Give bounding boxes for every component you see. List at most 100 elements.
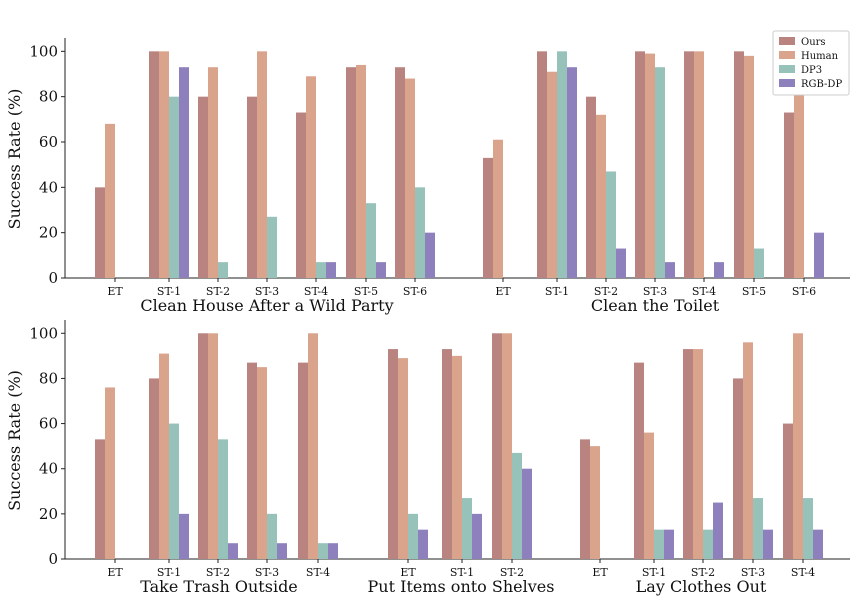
y-axis-label: Success Rate (%) [5,89,24,230]
bar-dp3 [218,262,228,278]
bar-ours [388,349,398,559]
bar-rgb-dp [763,529,773,559]
bar-human [159,353,169,559]
legend-swatch [779,37,795,45]
bar-dp3 [654,529,664,559]
y-tick-label: 100 [29,324,58,342]
legend-label: DP3 [801,65,822,76]
bar-human [502,333,512,559]
bar-human [257,51,267,279]
x-tick-label: ST-1 [450,566,474,579]
bar-ours [198,333,208,559]
bar-dp3 [267,513,277,559]
x-tick-label: ET [495,285,511,298]
task-title: Clean House After a Wild Party [140,296,393,315]
x-tick-label: ET [107,285,123,298]
bar-ours [733,378,743,559]
x-tick-label: ST-3 [643,285,667,298]
bar-ours [783,423,793,559]
bar-rgb-dp [522,468,532,559]
legend-swatch [779,51,795,59]
x-tick-label: ST-5 [354,285,378,298]
x-tick-label: ST-5 [742,285,766,298]
bar-rgb-dp [664,529,674,559]
bar-human [743,342,753,559]
bar-ours [683,349,693,559]
bar-dp3 [754,248,764,278]
bar-human [208,67,218,278]
bar-ours [684,51,694,279]
x-tick-label: ST-2 [594,285,618,298]
legend-label: Human [801,51,839,62]
bar-human [793,333,803,559]
bar-human [405,78,415,279]
bar-rgb-dp [425,232,435,278]
bar-rgb-dp [277,543,287,559]
x-tick-label: ST-2 [500,566,524,579]
bar-ours [95,439,105,559]
bar-dp3 [366,203,376,278]
x-tick-label: ST-6 [403,285,427,298]
bar-human [493,139,503,278]
y-tick-label: 100 [29,42,58,60]
legend-label: Ours [801,37,826,48]
bar-rgb-dp [376,262,386,278]
bar-ours [537,51,547,279]
y-tick-label: 0 [48,550,58,568]
task-title: Take Trash Outside [140,577,298,596]
bar-dp3 [218,439,228,559]
legend-swatch [779,79,795,87]
y-tick-label: 20 [39,505,58,523]
bar-ours [483,157,493,278]
x-tick-label: ST-2 [691,566,715,579]
bar-ours [586,96,596,279]
bar-dp3 [462,498,472,559]
bar-rgb-dp [567,67,577,278]
task-title: Lay Clothes Out [636,577,767,596]
bar-ours [149,51,159,279]
bar-dp3 [655,67,665,278]
bar-human [590,446,600,559]
bar-dp3 [267,216,277,278]
bar-rgb-dp [616,248,626,278]
bar-human [308,333,318,559]
task-title: Clean the Toilet [591,296,720,315]
x-tick-label: ST-2 [206,566,230,579]
x-tick-label: ST-4 [791,566,815,579]
bar-ours [247,362,257,559]
bar-dp3 [803,498,813,559]
bar-ours [296,112,306,279]
bar-human [208,333,218,559]
y-tick-label: 60 [39,133,58,151]
bar-rgb-dp [179,67,189,278]
bar-ours [580,439,590,559]
y-tick-label: 80 [39,369,58,387]
legend-swatch [779,65,795,73]
bar-human [159,51,169,279]
y-tick-label: 20 [39,224,58,242]
x-tick-label: ET [592,566,608,579]
bar-rgb-dp [713,502,723,559]
bar-dp3 [606,171,616,278]
bar-rgb-dp [813,529,823,559]
bar-dp3 [512,452,522,559]
bar-ours [149,378,159,559]
bar-ours [442,349,452,559]
task-title: Put Items onto Shelves [368,577,555,596]
bar-rgb-dp [179,513,189,559]
x-tick-label: ST-4 [692,285,716,298]
bar-human [547,71,557,278]
y-axis-label: Success Rate (%) [5,370,24,511]
bar-dp3 [557,51,567,279]
bar-human [794,51,804,279]
y-tick-label: 0 [48,269,58,287]
y-tick-label: 40 [39,460,58,478]
bar-human [105,387,115,559]
x-tick-label: ST-1 [157,285,181,298]
bar-rgb-dp [328,543,338,559]
bar-human [257,367,267,559]
bar-rgb-dp [665,262,675,278]
bar-dp3 [169,96,179,279]
bar-dp3 [415,187,425,278]
bar-ours [492,333,502,559]
